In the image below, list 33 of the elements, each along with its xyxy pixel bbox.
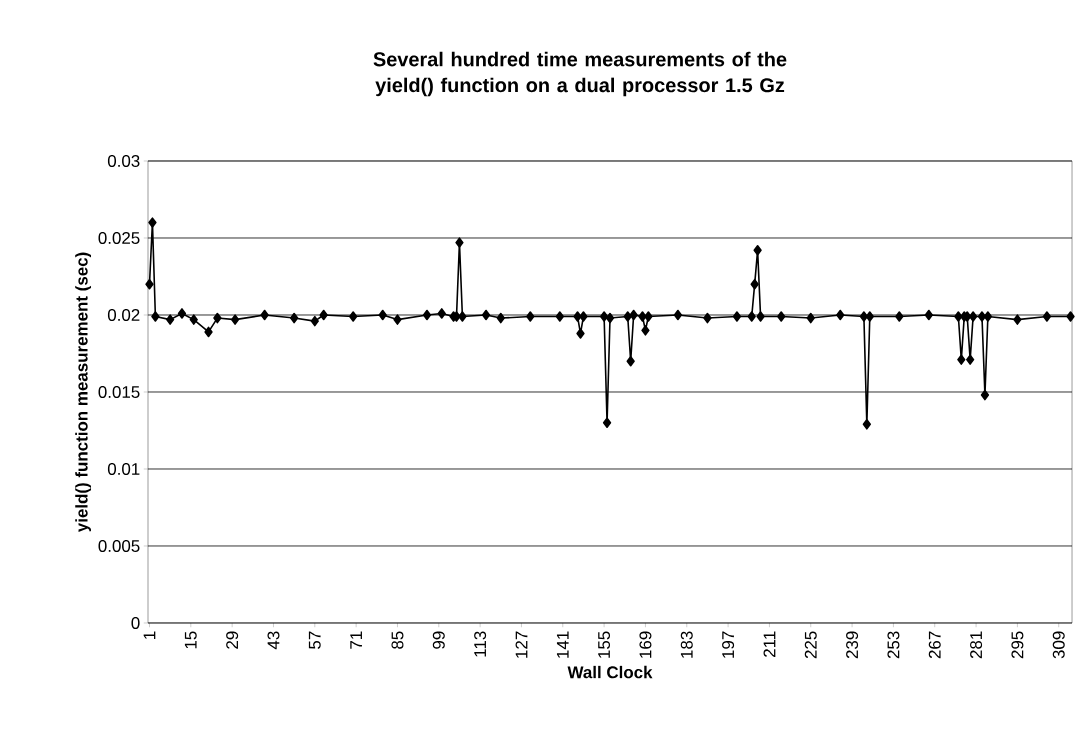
x-tick-label: 99 xyxy=(432,631,445,649)
x-tick-label: 71 xyxy=(350,631,362,649)
x-tick-label: 127 xyxy=(515,631,528,658)
x-tick-label: 197 xyxy=(722,631,735,658)
y-tick-label: 0.025 xyxy=(98,231,140,244)
x-tick-label: 267 xyxy=(928,631,941,659)
x-tick-label: 43 xyxy=(267,631,280,650)
x-tick-label: 169 xyxy=(639,631,652,658)
x-tick-label: 211 xyxy=(763,631,776,657)
x-tick-label: 141 xyxy=(556,631,569,658)
x-tick-label: 281 xyxy=(970,631,983,659)
x-tick-label: 29 xyxy=(226,631,239,649)
x-tick-label: 253 xyxy=(887,631,900,659)
x-tick-label: 295 xyxy=(1011,631,1024,659)
x-tick-label: 225 xyxy=(804,631,817,659)
y-tick-label: 0.02 xyxy=(107,308,140,321)
x-tick-label: 15 xyxy=(184,631,197,649)
x-tick-label: 155 xyxy=(598,631,611,658)
x-tick-label: 183 xyxy=(680,631,693,658)
y-tick-label: 0.03 xyxy=(107,154,140,167)
x-tick-label: 239 xyxy=(846,631,859,659)
x-tick-label: 85 xyxy=(391,631,404,649)
y-tick-label: 0.005 xyxy=(98,539,140,552)
chart-title: Several hundred time measurements of the yield() function on a dual processor 1.5 Gz xyxy=(373,51,787,97)
x-tick-label: 113 xyxy=(474,631,487,657)
x-tick-label: 57 xyxy=(308,631,321,649)
y-tick-label: 0.015 xyxy=(98,385,140,398)
x-tick-label: 1 xyxy=(143,631,156,639)
y-tick-label: 0.01 xyxy=(107,462,140,475)
y-axis-title: yield() function measurement (sec) xyxy=(75,252,92,533)
x-tick-label: 309 xyxy=(1052,631,1065,659)
x-axis-title: Wall Clock xyxy=(567,665,653,679)
y-tick-label: 0 xyxy=(131,616,140,629)
